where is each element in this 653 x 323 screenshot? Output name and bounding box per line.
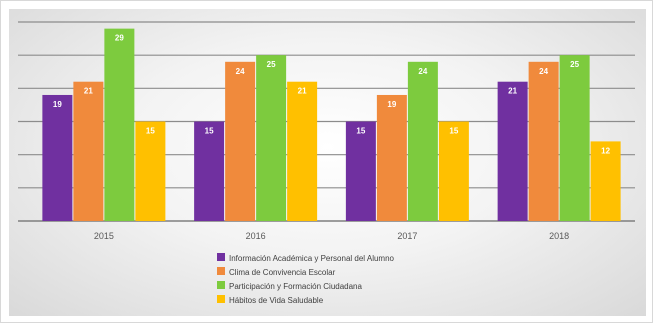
legend: Información Académica y Personal del Alu… [217,253,395,305]
legend-swatch [217,253,225,261]
bar [376,94,407,221]
bar [497,81,528,221]
data-label: 19 [387,100,396,109]
bar [194,121,225,221]
legend-label: Hábitos de Vida Saludable [229,296,324,305]
data-label: 15 [146,127,155,136]
bar [407,61,438,221]
x-tick-label: 2016 [246,231,266,241]
bar [42,94,73,221]
data-label: 15 [205,127,214,136]
data-label: 19 [53,100,62,109]
legend-swatch [217,281,225,289]
data-label: 21 [298,87,307,96]
data-label: 12 [601,146,610,155]
data-label: 15 [356,127,365,136]
legend-label: Clima de Convivencia Escolar [229,268,336,277]
data-label: 21 [508,87,517,96]
bar [590,141,621,221]
data-label: 24 [418,67,427,76]
bar [256,55,287,221]
bar [73,81,104,221]
x-tick-label: 2017 [397,231,417,241]
legend-swatch [217,267,225,275]
x-tick-label: 2018 [549,231,569,241]
data-label: 24 [236,67,245,76]
bar [104,28,135,222]
bar [287,81,318,221]
bar [528,61,559,221]
bar [135,121,166,221]
bar [559,55,590,221]
data-label: 29 [115,34,124,43]
x-tick-label: 2015 [94,231,114,241]
data-label: 25 [570,60,579,69]
bar [345,121,376,221]
legend-label: Información Académica y Personal del Alu… [229,254,395,263]
legend-swatch [217,295,225,303]
bar [225,61,256,221]
data-label: 25 [267,60,276,69]
bar [438,121,469,221]
data-label: 21 [84,87,93,96]
x-axis-tick-labels: 2015 2016 2017 2018 [94,231,569,241]
legend-label: Participación y Formación Ciudadana [229,282,363,291]
bar-series: 19 21 29 15 15 24 25 21 15 19 24 15 21 24 25 12 [42,28,621,222]
data-label: 24 [539,67,548,76]
data-label: 15 [449,127,458,136]
